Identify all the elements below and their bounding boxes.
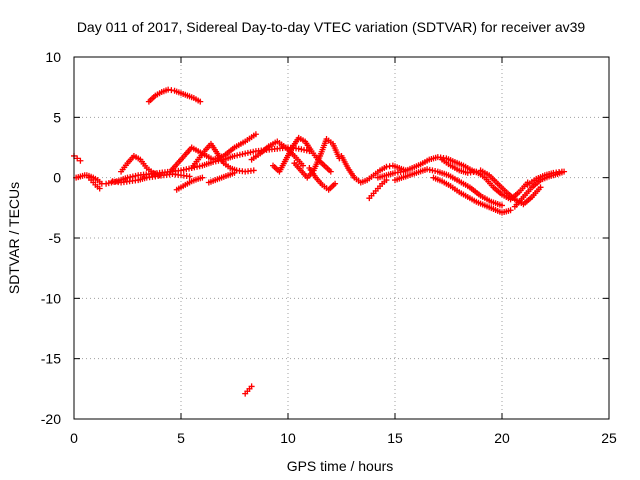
x-tick-label: 20 xyxy=(494,430,510,446)
series-arc-k xyxy=(205,169,238,186)
y-tick-label: -5 xyxy=(49,230,62,246)
chart-title: Day 011 of 2017, Sidereal Day-to-day VTE… xyxy=(77,19,586,35)
data-point xyxy=(299,162,306,169)
data-point xyxy=(186,173,193,180)
x-axis-label: GPS time / hours xyxy=(287,458,394,474)
data-point xyxy=(156,172,163,179)
y-tick-label: 10 xyxy=(45,49,61,65)
y-tick-label: -10 xyxy=(41,290,61,306)
y-tick-label: -15 xyxy=(41,351,61,367)
x-axis-tick-labels: 0 5 10 15 20 25 xyxy=(70,430,617,446)
data-point xyxy=(74,155,81,162)
x-tick-label: 5 xyxy=(177,430,185,446)
data-point xyxy=(499,202,505,209)
data-point xyxy=(77,157,84,164)
series-arc-w xyxy=(477,167,544,208)
x-tick-label: 0 xyxy=(70,430,78,446)
series-arc-l xyxy=(242,383,255,397)
y-tick-label: 5 xyxy=(53,109,61,125)
series-arc-t xyxy=(392,166,505,209)
x-tick-label: 25 xyxy=(601,430,617,446)
series-arc-p xyxy=(306,165,339,193)
y-axis-tick-labels: -20 -15 -10 -5 0 5 10 xyxy=(41,49,61,427)
y-tick-label: -20 xyxy=(41,411,61,427)
plot-frame xyxy=(73,56,610,420)
data-point xyxy=(96,185,103,192)
y-axis-label: SDTVAR / TECUs xyxy=(6,182,22,294)
series-arc-c xyxy=(83,172,103,192)
series-arc-h xyxy=(173,174,206,193)
data-point xyxy=(537,184,544,191)
data-point xyxy=(248,383,255,390)
series-arc-e xyxy=(109,171,193,186)
data-point xyxy=(231,169,238,176)
data-point xyxy=(327,168,334,175)
grid xyxy=(74,57,609,419)
series-arc-f xyxy=(118,152,163,179)
data-points xyxy=(71,86,568,397)
data-point xyxy=(197,98,204,105)
series-arc-y xyxy=(524,168,565,188)
y-tick-label: 0 xyxy=(53,170,61,186)
x-tick-label: 10 xyxy=(280,430,296,446)
data-point xyxy=(250,167,257,174)
data-point xyxy=(252,131,259,138)
series-arc-q xyxy=(338,152,409,186)
series-arc-n xyxy=(270,134,334,175)
x-tick-label: 15 xyxy=(387,430,403,446)
data-point xyxy=(558,168,565,175)
data-point xyxy=(507,207,514,214)
series-arc-o xyxy=(291,136,343,181)
data-point xyxy=(199,174,206,181)
data-point xyxy=(332,180,339,187)
series-arc-u xyxy=(430,174,514,216)
series-arc-g xyxy=(145,86,204,105)
series-arc-j xyxy=(188,140,257,175)
